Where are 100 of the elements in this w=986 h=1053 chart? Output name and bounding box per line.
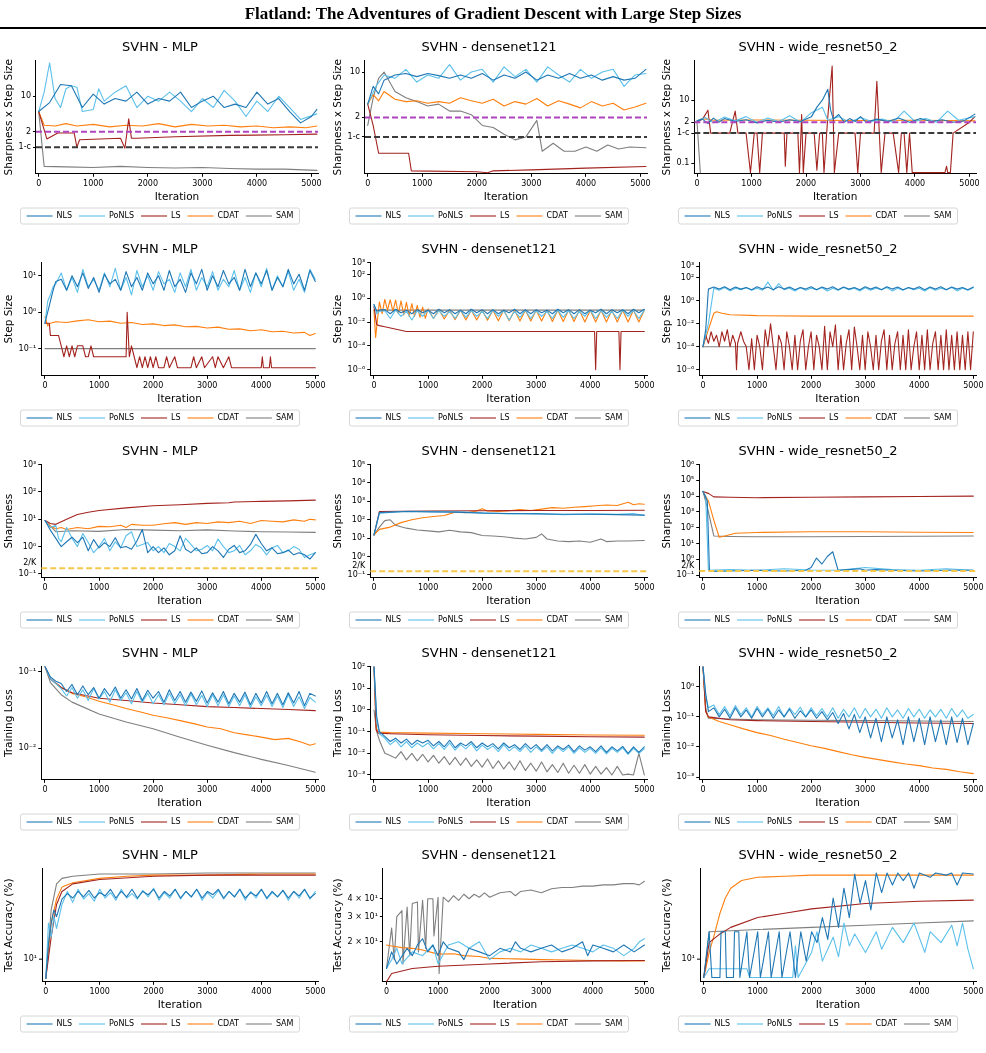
y-tick-label: 10⁰	[351, 551, 366, 561]
x-tick-label: 2000	[143, 986, 164, 996]
y-tick-label: 1-c	[18, 142, 31, 152]
x-tick-label: 0	[383, 986, 390, 996]
y-tick-label: 10²	[351, 269, 366, 279]
x-tick-label: 1000	[88, 380, 110, 390]
legend-label: CDAT	[217, 817, 239, 827]
x-tick-label: 1000	[746, 784, 768, 794]
legend-label: LS	[171, 211, 181, 221]
x-axis-title: Iteration	[157, 796, 202, 809]
legend-label: CDAT	[217, 1019, 239, 1029]
legend-label: SAM	[933, 413, 952, 423]
x-tick-label: 5000	[630, 178, 651, 188]
x-tick-label: 0	[371, 380, 377, 390]
x-tick-label: 0	[700, 582, 706, 592]
chart-title: SVHN - densenet121	[421, 241, 557, 257]
legend-label: NLS	[56, 817, 73, 827]
x-tick-label: 4000	[580, 380, 601, 390]
legend-label: LS	[829, 413, 839, 423]
x-tick-label: 5000	[634, 986, 655, 996]
x-tick-label: 1000	[417, 784, 439, 794]
y-tick-label: 10⁻²	[676, 318, 695, 328]
legend-label: PoNLS	[438, 211, 463, 221]
x-tick-label: 3000	[855, 582, 876, 592]
y-tick-label: 1-c	[676, 128, 690, 138]
y-tick-label: 10⁰	[22, 307, 37, 317]
legend-label: NLS	[714, 413, 731, 423]
x-tick-label: 3000	[521, 178, 542, 188]
y-tick-label: 10⁻¹	[18, 666, 37, 676]
x-tick-label: 0	[700, 380, 706, 390]
x-tick-label: 2000	[801, 986, 822, 996]
y-axis-title: Step Size	[2, 294, 15, 344]
x-tick-label: 5000	[963, 582, 984, 592]
y-tick-label: 10³	[22, 459, 37, 469]
chart-title: SVHN - MLP	[122, 645, 199, 661]
x-tick-label: 0	[43, 986, 49, 996]
x-axis-title: Iteration	[815, 392, 860, 405]
y-tick-label: 10⁻²	[18, 743, 37, 753]
x-tick-label: 1000	[89, 986, 110, 996]
legend-label: PoNLS	[438, 1019, 463, 1029]
x-tick-label: 0	[694, 178, 700, 188]
legend-label: PoNLS	[438, 615, 463, 625]
legend-label: PoNLS	[109, 413, 134, 423]
y-tick-label: 10¹	[351, 683, 366, 693]
x-tick-label: 2000	[479, 986, 500, 996]
legend-label: PoNLS	[109, 817, 134, 827]
x-tick-label: 5000	[305, 582, 326, 592]
chart-title: SVHN - wide_resnet50_2	[738, 241, 898, 257]
y-tick-label: 10	[679, 95, 690, 105]
y-axis-title: Test Accuracy (%)	[660, 878, 673, 973]
y-tick-label: 10⁻¹	[18, 568, 37, 578]
legend-label: CDAT	[875, 1019, 897, 1029]
y-tick-label: 10⁵	[680, 475, 695, 485]
x-tick-label: 4000	[582, 986, 604, 996]
legend-label: LS	[500, 211, 510, 221]
legend-label: SAM	[604, 817, 623, 827]
text: Flatland: The Adventures of Gradient Descent with Large Step Sizes	[244, 4, 742, 23]
legend-label: NLS	[385, 1019, 402, 1029]
x-tick-label: 4000	[251, 380, 272, 390]
chart-title: SVHN - wide_resnet50_2	[738, 847, 898, 863]
chart-title: SVHN - MLP	[122, 39, 199, 55]
chart-title: SVHN - wide_resnet50_2	[738, 443, 898, 459]
legend-label: PoNLS	[767, 413, 792, 423]
y-tick-label: 2	[25, 126, 31, 136]
legend-label: CDAT	[875, 817, 897, 827]
y-tick-label: 3 × 10¹	[347, 911, 378, 921]
x-axis-title: Iteration	[154, 190, 200, 203]
y-tick-label: 10⁻⁶	[676, 364, 695, 374]
legend-label: CDAT	[546, 817, 568, 827]
y-tick-label: 10⁻³	[676, 772, 695, 782]
legend-label: SAM	[275, 211, 294, 221]
legend-label: SAM	[933, 211, 952, 221]
y-tick-label: 2 × 10¹	[347, 936, 378, 946]
y-axis-title: Step Size	[331, 294, 344, 344]
x-tick-label: 4000	[246, 178, 268, 188]
legend-label: SAM	[933, 817, 952, 827]
ref-line-label: 2/K	[352, 561, 366, 571]
x-axis-title: Iteration	[815, 998, 861, 1011]
legend-label: NLS	[385, 615, 402, 625]
x-axis-title: Iteration	[483, 190, 529, 203]
legend-label: CDAT	[546, 1019, 568, 1029]
x-tick-label: 1000	[741, 178, 762, 188]
x-tick-label: 5000	[634, 380, 655, 390]
y-tick-label: 10⁻¹	[676, 711, 695, 721]
x-tick-label: 3000	[855, 380, 876, 390]
x-tick-label: 0	[365, 178, 371, 188]
x-tick-label: 0	[42, 784, 48, 794]
legend-label: CDAT	[875, 413, 897, 423]
legend-label: PoNLS	[767, 1019, 792, 1029]
chart-title: SVHN - densenet121	[421, 645, 557, 661]
y-tick-label: 10⁻²	[676, 742, 695, 752]
legend-label: PoNLS	[767, 817, 792, 827]
x-tick-label: 4000	[251, 582, 272, 592]
legend-label: SAM	[933, 615, 952, 625]
x-tick-label: 3000	[197, 784, 218, 794]
legend-label: NLS	[714, 211, 731, 221]
y-axis-title: Step Size	[660, 294, 673, 344]
x-tick-label: 3000	[197, 380, 218, 390]
x-tick-label: 4000	[909, 380, 930, 390]
legend-label: PoNLS	[109, 1019, 134, 1029]
